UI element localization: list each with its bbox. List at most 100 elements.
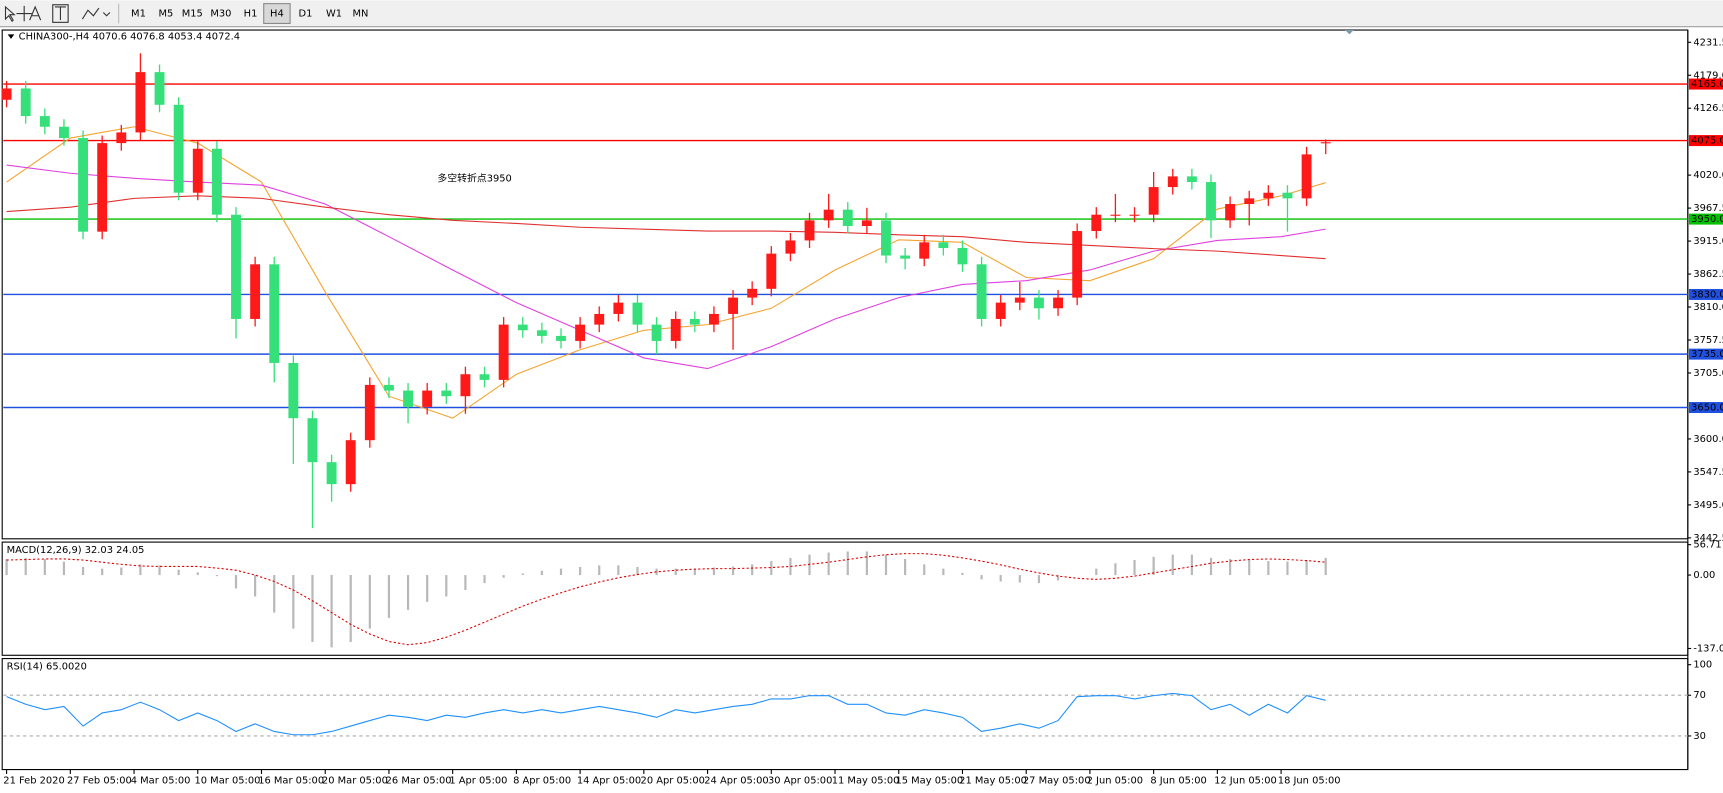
candle-body <box>250 264 261 319</box>
macd-signal-line <box>6 553 1326 646</box>
y-tick-label: 3600.0 <box>1693 434 1723 445</box>
candle-body <box>1186 176 1197 183</box>
timeframe-label[interactable]: W1 <box>326 9 342 20</box>
objects-icon[interactable] <box>81 7 111 20</box>
candle-body <box>517 324 528 331</box>
x-tick-label: 10 Mar 05:00 <box>194 776 260 787</box>
candle-body <box>1129 214 1140 216</box>
candle-body <box>823 209 834 221</box>
text-tool-icon[interactable] <box>29 5 42 21</box>
candle-body <box>460 374 471 397</box>
x-tick-label: 24 Apr 05:00 <box>704 776 768 787</box>
candle-body <box>881 220 891 256</box>
cursor-icon[interactable] <box>4 5 16 23</box>
candle-body <box>192 148 203 193</box>
level-tag-label: 4165.0 <box>1691 79 1723 90</box>
timeframe-label[interactable]: M15 <box>182 9 203 20</box>
candle-body <box>594 313 605 325</box>
timeframe-label[interactable]: H1 <box>244 9 258 20</box>
timeframe-label[interactable]: H4 <box>270 9 284 20</box>
x-tick-label: 27 Feb 05:00 <box>67 776 132 787</box>
candle-body <box>1282 192 1293 199</box>
y-tick-label: 4179.0 <box>1693 70 1723 81</box>
timeframe-button[interactable] <box>179 3 206 24</box>
candle-body <box>116 132 127 144</box>
y-tick-label: 70 <box>1693 690 1706 701</box>
timeframe-label[interactable]: M1 <box>131 9 146 20</box>
timeframe-button[interactable] <box>320 3 348 24</box>
candle-body <box>1206 182 1216 221</box>
candle-body <box>613 302 624 314</box>
level-tag <box>1688 213 1723 225</box>
timeframe-button[interactable] <box>347 3 374 24</box>
timeframe-label[interactable]: M5 <box>159 9 174 20</box>
timeframe-label[interactable]: MN <box>352 9 368 20</box>
candle-body <box>78 138 89 232</box>
symbol-menu-arrow[interactable] <box>7 34 15 39</box>
candle-body <box>135 72 146 133</box>
candle-body <box>173 104 184 193</box>
label-tool-icon[interactable] <box>54 6 66 21</box>
candle-body <box>1225 204 1236 221</box>
y-tick-label: 4231.5 <box>1693 37 1723 48</box>
rsi-line <box>6 692 1326 736</box>
timeframe-button[interactable] <box>237 3 264 24</box>
y-tick-label: 56.71 <box>1693 540 1721 551</box>
timeframe-label[interactable]: M30 <box>210 9 231 20</box>
candle-body <box>708 313 719 325</box>
candle-body <box>154 72 165 105</box>
candle-body <box>861 220 872 227</box>
candle-body <box>670 318 681 341</box>
candle-body <box>536 330 547 336</box>
x-tick-label: 27 May 05:00 <box>1023 776 1091 787</box>
y-tick-label: 3967.5 <box>1693 203 1723 214</box>
timeframe-button[interactable] <box>292 3 319 24</box>
level-tag <box>1688 135 1723 147</box>
timeframe-label[interactable]: D1 <box>299 9 313 20</box>
crosshair-icon[interactable] <box>16 5 32 22</box>
candle-body <box>785 240 796 254</box>
candle-body <box>900 255 911 259</box>
y-tick-label: 4126.5 <box>1693 103 1723 114</box>
y-tick-label: 4020.0 <box>1693 170 1723 181</box>
y-tick-label: 3495.0 <box>1693 500 1723 511</box>
x-tick-label: 21 May 05:00 <box>959 776 1027 787</box>
chart-header: CHINA300-,H4 4070.6 4076.8 4053.4 4072.4 <box>19 32 240 43</box>
x-tick-label: 20 Apr 05:00 <box>641 776 705 787</box>
candle-body <box>1244 198 1255 205</box>
timeframe-button[interactable] <box>207 3 235 24</box>
candle-body <box>479 374 490 380</box>
candle-body <box>211 148 222 215</box>
x-tick-label: 16 Mar 05:00 <box>258 776 324 787</box>
candle-body <box>307 418 318 463</box>
timeframe-button[interactable] <box>125 3 152 24</box>
candle-body <box>422 390 433 407</box>
timeframe-button[interactable] <box>152 3 180 24</box>
candle-body <box>97 143 108 232</box>
x-tick-label: 8 Apr 05:00 <box>513 776 571 787</box>
candle-body <box>59 126 69 139</box>
candle-body <box>804 220 815 241</box>
moving-average-line <box>6 164 1326 370</box>
y-tick-label: 0.00 <box>1693 570 1715 581</box>
moving-average-line <box>6 195 1326 260</box>
indicator-header: RSI(14) 65.0020 <box>7 661 87 672</box>
candle-body <box>288 362 299 419</box>
candle-body <box>441 390 452 397</box>
candle-body <box>575 324 586 341</box>
candle-body <box>1033 297 1044 309</box>
x-tick-label: 12 Jun 05:00 <box>1214 776 1277 787</box>
level-tag-label: 3830.0 <box>1691 289 1723 300</box>
candle-body <box>1 88 12 100</box>
label-tool-frame <box>52 4 69 23</box>
level-tag-label: 3650.0 <box>1691 403 1723 414</box>
candle-body <box>1148 187 1159 215</box>
level-tag <box>1688 402 1723 414</box>
candle-body <box>938 242 949 248</box>
timeframe-button[interactable] <box>263 3 291 24</box>
candle-body <box>1301 154 1312 199</box>
candle-body <box>766 253 777 289</box>
